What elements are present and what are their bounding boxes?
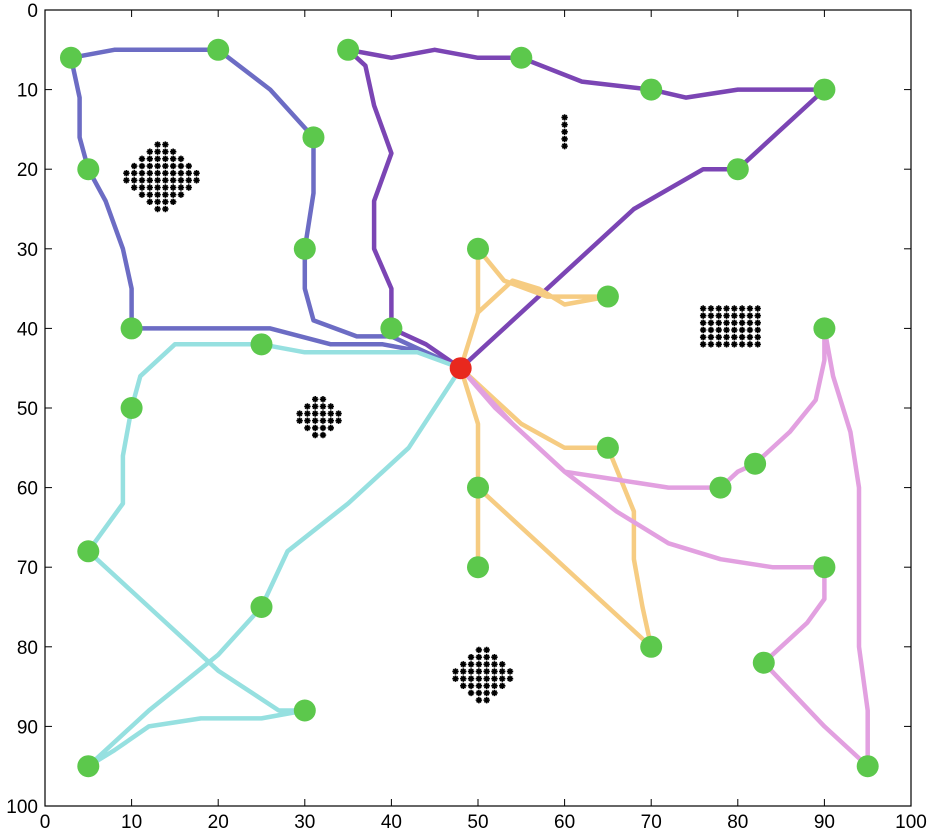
customer-node	[726, 158, 749, 181]
y-tick-label: 60	[17, 479, 38, 500]
customer-node	[596, 436, 619, 459]
customer-node	[709, 476, 732, 499]
customer-node	[293, 237, 316, 260]
customer-node	[813, 556, 836, 579]
customer-node	[856, 755, 879, 778]
customer-node	[640, 635, 663, 658]
x-tick-label: 100	[895, 812, 927, 833]
customer-node	[293, 699, 316, 722]
customer-node	[813, 78, 836, 101]
y-axis: 0 10 20 30 40 50 60 70 80 90 100	[6, 1, 911, 818]
x-tick-label: 50	[467, 812, 488, 833]
customer-node	[467, 237, 489, 260]
customer-node	[59, 46, 82, 69]
customer-node	[77, 540, 100, 563]
x-tick-label: 70	[641, 812, 662, 833]
customer-node	[380, 317, 403, 340]
customer-node	[467, 556, 489, 579]
customer-node	[302, 126, 325, 149]
obstacle-1	[561, 114, 568, 150]
customer-node	[752, 651, 775, 674]
customer-node	[207, 38, 230, 61]
route-line-3	[458, 246, 654, 650]
y-tick-label: 30	[17, 240, 38, 261]
customer-node	[337, 38, 360, 61]
nodes-layer	[59, 38, 879, 778]
routes-layer	[68, 47, 870, 769]
y-tick-label: 0	[27, 1, 38, 22]
customer-node	[250, 596, 273, 618]
x-tick-label: 10	[121, 812, 142, 833]
y-tick-label: 10	[17, 81, 38, 102]
customer-node	[596, 285, 619, 308]
customer-node	[77, 158, 100, 181]
route-line-2	[86, 342, 463, 769]
y-tick-label: 50	[17, 399, 38, 420]
y-tick-label: 100	[6, 797, 38, 818]
y-tick-label: 80	[17, 638, 38, 659]
customer-node	[813, 317, 836, 340]
customer-node	[77, 755, 100, 778]
y-tick-label: 90	[17, 717, 38, 738]
x-tick-label: 40	[381, 812, 402, 833]
customer-node	[640, 78, 663, 101]
y-tick-label: 70	[17, 558, 38, 579]
x-tick-label: 0	[40, 812, 51, 833]
depot-node	[449, 357, 472, 380]
x-tick-label: 20	[208, 812, 229, 833]
x-tick-label: 80	[727, 812, 748, 833]
obstacle-2	[296, 396, 342, 439]
y-tick-label: 40	[17, 319, 38, 340]
route-line-4	[458, 326, 870, 769]
customer-node	[744, 452, 767, 475]
customer-node	[120, 317, 143, 340]
customer-node	[467, 476, 489, 499]
route-line-1	[345, 47, 827, 371]
x-tick-label: 30	[294, 812, 315, 833]
x-tick-label: 90	[814, 812, 835, 833]
obstacles-layer	[123, 114, 761, 704]
obstacle-4	[699, 305, 761, 348]
customer-node	[510, 46, 533, 69]
obstacle-3	[452, 646, 514, 704]
x-axis: 0 10 20 30 40 50 60 70 80 90 100	[40, 10, 927, 833]
x-tick-label: 60	[554, 812, 575, 833]
customer-node	[120, 397, 143, 419]
y-tick-label: 20	[17, 160, 38, 181]
obstacle-0	[123, 141, 200, 213]
customer-node	[250, 333, 273, 356]
